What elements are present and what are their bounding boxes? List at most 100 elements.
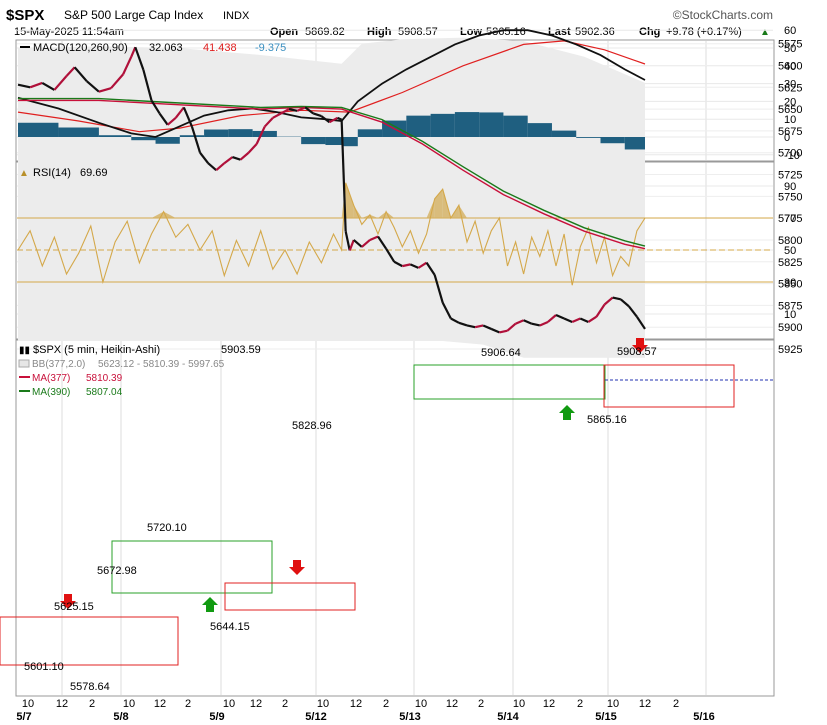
- macd-histogram-bar: [58, 127, 99, 137]
- price-candle-segment: [466, 324, 476, 329]
- exchange-code: INDX: [223, 10, 250, 22]
- price-candle-segment: [458, 321, 468, 327]
- ma377-label: MA(377): [32, 373, 70, 384]
- x-tick-label: 12: [350, 698, 362, 710]
- date-label: 5/14: [497, 711, 519, 723]
- rsi-value: 69.69: [80, 167, 108, 179]
- price-candle-segment: [263, 117, 274, 128]
- price-plot: [17, 46, 646, 334]
- price-candle-segment: [506, 322, 517, 332]
- price-candle-segment: [571, 317, 581, 323]
- price-candle-segment: [579, 317, 589, 323]
- ma390-value: 5807.04: [86, 387, 123, 398]
- macd-histogram-bar: [479, 112, 504, 137]
- price-y-tick: 5800: [778, 235, 802, 247]
- price-candle-segment: [53, 75, 68, 91]
- price-candle-segment: [555, 313, 565, 320]
- price-candle-segment: [255, 126, 266, 145]
- highlight-boxes: [0, 364, 773, 666]
- price-candle-segment: [166, 117, 177, 126]
- price-candle-segment: [587, 315, 598, 323]
- price-candle-segment: [134, 46, 145, 71]
- price-candle-segment: [17, 83, 31, 89]
- rsi-overbought-fill: [345, 182, 354, 218]
- date-label: 5/7: [16, 711, 31, 723]
- macd-histogram-bar: [600, 137, 625, 144]
- price-candle-segment: [369, 235, 379, 241]
- macd-y-tick: -10: [784, 150, 800, 162]
- x-tick-label: 10: [415, 698, 427, 710]
- bb-swatch: [18, 359, 30, 368]
- price-candle-segment: [523, 319, 533, 325]
- price-candle-segment: [348, 239, 355, 251]
- rsi-y-tick: 50: [784, 245, 796, 257]
- price-candle-segment: [223, 156, 234, 165]
- price-annotation: 5644.15: [210, 621, 250, 633]
- x-tick-label: 10: [607, 698, 619, 710]
- rsi-legend: ▲ RSI(14) 69.69: [19, 167, 108, 179]
- price-y-tick: 5900: [778, 322, 802, 334]
- macd-plot: [17, 29, 646, 150]
- rsi-overbought-fill: [369, 214, 379, 218]
- macd-legend: MACD(120,260,90) 32.063 41.438 -9.375: [20, 42, 286, 54]
- price-candle-segment: [296, 106, 306, 112]
- price-panel-frame: [15, 339, 775, 697]
- rsi-overbought-fill: [353, 205, 362, 218]
- price-annotation: 5672.98: [97, 565, 137, 577]
- last-label: Last: [548, 26, 571, 38]
- bb-value: 5623.12 - 5810.39 - 5997.65: [98, 359, 225, 370]
- x-tick-label: 2: [89, 698, 95, 710]
- macd-histogram-bar: [179, 135, 205, 137]
- chg-value: +9.78 (+0.17%): [666, 26, 742, 38]
- x-tick-label: 10: [317, 698, 329, 710]
- x-tick-label: 10: [22, 698, 34, 710]
- x-tick-label: 12: [446, 698, 458, 710]
- resistance-box-5-9: [224, 582, 356, 611]
- price-candle-segment: [86, 80, 100, 93]
- x-tick-label: 10: [223, 698, 235, 710]
- high-value: 5908.57: [398, 26, 438, 38]
- consolidation-box-5-13: [413, 364, 606, 400]
- price-annotation: 5578.64: [70, 681, 110, 693]
- sell-arrow-icon: [60, 594, 76, 609]
- macd-y-tick: 50: [784, 43, 796, 55]
- macd-y-tick: 20: [784, 96, 796, 108]
- price-candle-segment: [490, 327, 500, 334]
- symbol-title: $SPX: [6, 7, 44, 24]
- resistance-box-5-7: [0, 616, 179, 666]
- price-candle-segment: [563, 317, 573, 323]
- macd-label: MACD(120,260,90): [33, 42, 128, 54]
- price-candle-segment: [482, 324, 492, 330]
- macd-histogram-bar: [551, 130, 577, 137]
- signal-arrows: [60, 338, 648, 612]
- price-y-tick: 5600: [778, 61, 802, 73]
- rsi-marker-icon: ▲: [19, 168, 29, 179]
- x-tick-label: 12: [639, 698, 651, 710]
- chg-up-icon: ▲: [760, 27, 770, 38]
- x-tick-label: 2: [282, 698, 288, 710]
- price-candle-segment: [150, 99, 161, 115]
- watermark: ©StockCharts.com: [673, 8, 773, 22]
- price-candle-segment: [340, 119, 347, 232]
- price-annotation: 5908.57: [617, 346, 657, 358]
- index-name: S&P 500 Large Cap Index: [64, 8, 203, 22]
- price-y-tick: 5825: [778, 257, 802, 269]
- x-axis-ticks: 10 12 2 10 12 2 10 12 2 10 12 2 10 12 2 10 12 2 10 12 2 5/7 5/…: [16, 698, 714, 723]
- price-candle-segment: [433, 274, 444, 304]
- price-candle-segment: [199, 152, 209, 164]
- price-candle-segment: [29, 81, 43, 89]
- price-y-tick: 5875: [778, 300, 802, 312]
- price-candle-segment: [393, 260, 403, 268]
- price-candle-segment: [98, 87, 112, 93]
- price-candle-segment: [499, 329, 508, 334]
- macd-y-tick: 60: [784, 25, 796, 37]
- x-tick-label: 12: [250, 698, 262, 710]
- price-candle-segment: [612, 296, 621, 301]
- rsi-y-tick: 70: [784, 213, 796, 225]
- price-candle-segment: [304, 106, 314, 115]
- quote-bar: Open 5869.82 High 5908.57 Low 5865.16 La…: [270, 26, 770, 38]
- macd-y-tick: 30: [784, 79, 796, 91]
- price-candle-segment: [531, 322, 541, 327]
- price-annotation: 5601.10: [24, 661, 64, 673]
- price-candle-segment: [344, 231, 351, 251]
